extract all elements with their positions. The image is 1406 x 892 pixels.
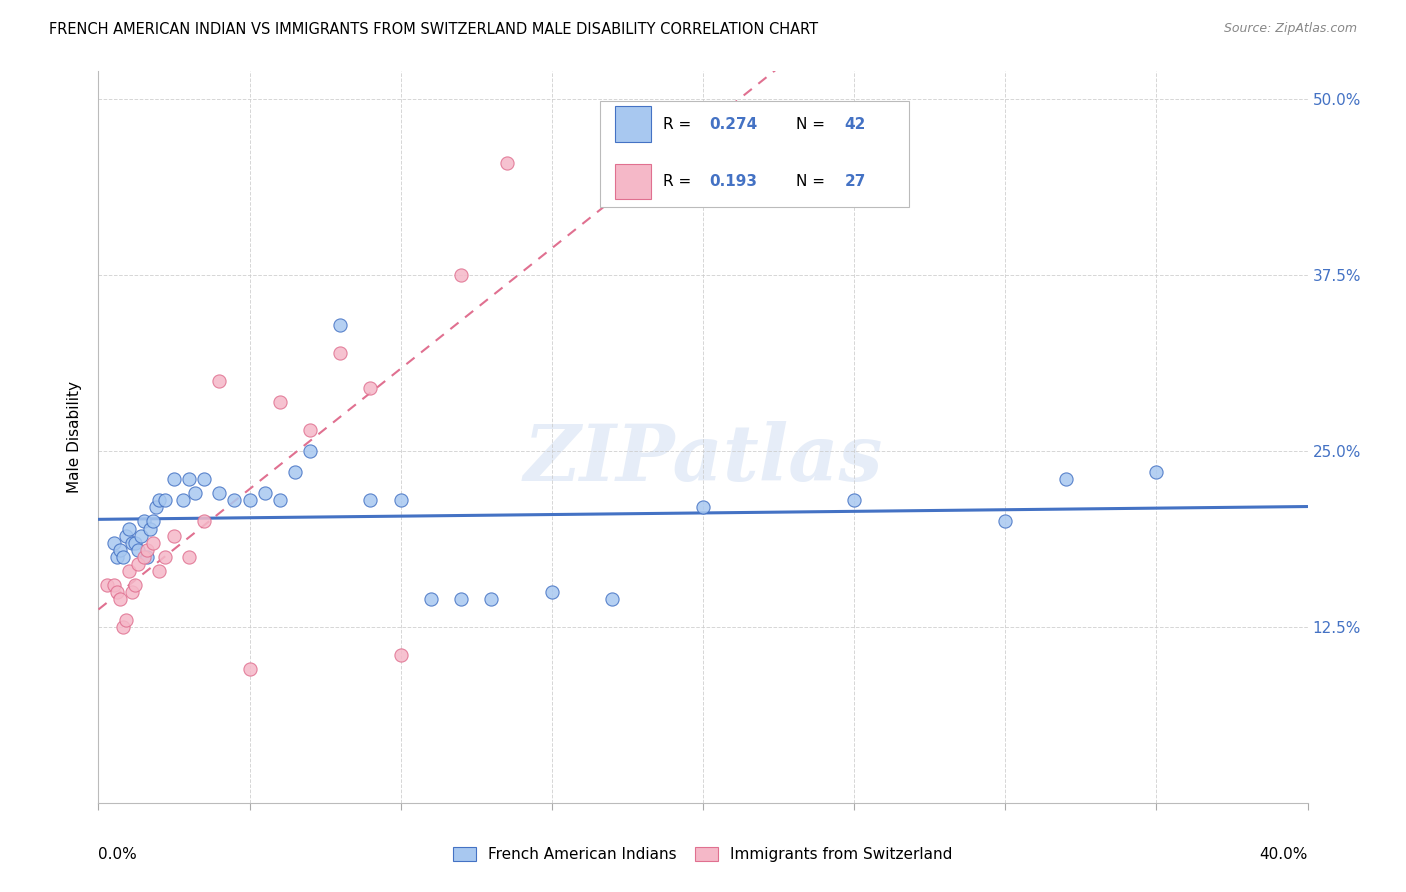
Point [208,486,231,500]
Point [108,591,131,606]
Point [844,493,866,508]
Text: ZIPatlas: ZIPatlas [523,421,883,497]
Text: N =: N = [796,174,830,189]
Point [284,465,307,479]
Point [148,564,170,578]
Point [299,423,322,437]
Point [135,542,157,557]
Point [103,535,125,549]
Point [121,584,143,599]
Point [172,493,194,508]
Point [184,486,207,500]
Text: N =: N = [796,117,830,131]
Point [103,578,125,592]
Point [135,549,157,564]
Text: 27: 27 [845,174,866,189]
Point [127,542,149,557]
Text: 0.193: 0.193 [709,174,756,189]
Point [329,318,352,332]
Point [253,486,276,500]
Point [148,493,170,508]
Legend: French American Indians, Immigrants from Switzerland: French American Indians, Immigrants from… [447,841,959,868]
Text: 40.0%: 40.0% [1260,847,1308,862]
Point [994,515,1017,529]
Point [163,472,186,486]
Point [602,591,624,606]
Point [153,493,176,508]
Point [124,535,146,549]
Point [105,549,128,564]
Point [114,613,136,627]
Point [142,535,165,549]
Point [269,395,291,409]
Point [299,444,322,458]
Point [153,549,176,564]
Point [239,662,262,676]
Point [111,549,134,564]
Point [389,648,412,662]
Point [360,381,382,395]
Point [1054,472,1077,486]
Text: 0.0%: 0.0% [98,847,138,862]
Point [127,557,149,571]
Point [132,515,155,529]
Point [145,500,167,515]
Point [481,591,503,606]
Point [193,515,215,529]
Point [111,620,134,634]
Point [108,542,131,557]
Point [132,549,155,564]
Point [121,535,143,549]
Point [329,345,352,359]
Point [129,528,152,542]
FancyBboxPatch shape [600,101,908,207]
FancyBboxPatch shape [614,106,651,142]
Point [118,521,141,535]
Point [139,521,162,535]
Point [495,156,517,170]
Point [124,578,146,592]
Point [208,374,231,388]
Point [239,493,262,508]
Text: Source: ZipAtlas.com: Source: ZipAtlas.com [1223,22,1357,36]
Point [450,591,472,606]
Text: R =: R = [664,174,696,189]
Point [224,493,246,508]
Point [269,493,291,508]
Point [450,268,472,283]
Point [420,591,443,606]
Text: 0.274: 0.274 [709,117,758,131]
Point [105,584,128,599]
Point [179,472,201,486]
FancyBboxPatch shape [614,164,651,200]
Point [692,500,714,515]
Y-axis label: Male Disability: Male Disability [67,381,83,493]
Point [193,472,215,486]
Point [179,549,201,564]
Text: FRENCH AMERICAN INDIAN VS IMMIGRANTS FROM SWITZERLAND MALE DISABILITY CORRELATIO: FRENCH AMERICAN INDIAN VS IMMIGRANTS FRO… [49,22,818,37]
Point [540,584,562,599]
Point [142,515,165,529]
Point [163,528,186,542]
Point [114,528,136,542]
Text: R =: R = [664,117,696,131]
Point [96,578,118,592]
Point [360,493,382,508]
Point [389,493,412,508]
Text: 42: 42 [845,117,866,131]
Point [1144,465,1167,479]
Point [118,564,141,578]
